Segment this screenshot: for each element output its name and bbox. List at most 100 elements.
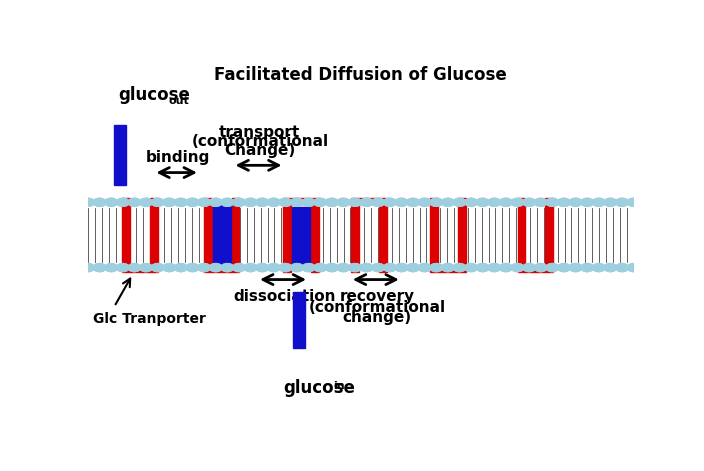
Circle shape bbox=[92, 198, 107, 207]
Circle shape bbox=[174, 263, 188, 272]
Circle shape bbox=[348, 263, 362, 272]
Circle shape bbox=[255, 263, 269, 272]
Circle shape bbox=[545, 198, 560, 207]
Circle shape bbox=[115, 198, 130, 207]
Bar bbox=[283, 198, 318, 204]
Circle shape bbox=[81, 263, 95, 272]
Text: Facilitated Diffusion of Glucose: Facilitated Diffusion of Glucose bbox=[215, 65, 507, 83]
Circle shape bbox=[267, 263, 281, 272]
Circle shape bbox=[580, 263, 594, 272]
Circle shape bbox=[580, 198, 594, 207]
Circle shape bbox=[591, 198, 606, 207]
Circle shape bbox=[104, 263, 118, 272]
Circle shape bbox=[603, 263, 617, 272]
Circle shape bbox=[313, 198, 327, 207]
Text: in: in bbox=[334, 381, 345, 391]
Circle shape bbox=[591, 263, 606, 272]
Circle shape bbox=[580, 263, 594, 272]
Circle shape bbox=[568, 263, 583, 272]
Circle shape bbox=[267, 263, 281, 272]
Circle shape bbox=[487, 198, 501, 207]
Bar bbox=[114, 125, 126, 185]
Circle shape bbox=[208, 263, 222, 272]
Circle shape bbox=[162, 263, 177, 272]
Circle shape bbox=[371, 263, 385, 272]
Circle shape bbox=[464, 263, 478, 272]
Circle shape bbox=[139, 198, 153, 207]
Bar bbox=[204, 266, 239, 272]
Circle shape bbox=[313, 198, 327, 207]
Circle shape bbox=[185, 263, 199, 272]
Circle shape bbox=[290, 198, 304, 207]
Circle shape bbox=[487, 198, 501, 207]
Circle shape bbox=[174, 198, 188, 207]
Circle shape bbox=[476, 263, 490, 272]
Circle shape bbox=[232, 263, 246, 272]
Circle shape bbox=[371, 263, 385, 272]
Circle shape bbox=[406, 263, 420, 272]
Circle shape bbox=[534, 198, 548, 207]
Circle shape bbox=[417, 263, 432, 272]
Circle shape bbox=[301, 198, 315, 207]
Circle shape bbox=[522, 263, 536, 272]
Text: recovery: recovery bbox=[339, 289, 415, 304]
Circle shape bbox=[615, 198, 629, 207]
Circle shape bbox=[232, 198, 246, 207]
Circle shape bbox=[476, 198, 490, 207]
Circle shape bbox=[313, 263, 327, 272]
Circle shape bbox=[394, 198, 408, 207]
Circle shape bbox=[337, 263, 351, 272]
Circle shape bbox=[568, 198, 583, 207]
Text: dissociation: dissociation bbox=[233, 289, 336, 304]
Circle shape bbox=[290, 198, 304, 207]
Circle shape bbox=[603, 263, 617, 272]
Circle shape bbox=[406, 263, 420, 272]
Circle shape bbox=[220, 198, 234, 207]
Circle shape bbox=[127, 198, 142, 207]
Circle shape bbox=[417, 263, 432, 272]
Text: change): change) bbox=[343, 310, 412, 325]
Circle shape bbox=[557, 198, 571, 207]
Bar bbox=[546, 198, 553, 266]
Circle shape bbox=[348, 198, 362, 207]
Circle shape bbox=[244, 198, 258, 207]
Circle shape bbox=[337, 198, 351, 207]
Circle shape bbox=[417, 198, 432, 207]
Circle shape bbox=[278, 198, 292, 207]
Circle shape bbox=[487, 263, 501, 272]
Circle shape bbox=[139, 263, 153, 272]
Circle shape bbox=[510, 198, 524, 207]
Circle shape bbox=[429, 263, 444, 272]
Circle shape bbox=[534, 263, 548, 272]
Bar bbox=[293, 292, 305, 349]
Circle shape bbox=[510, 263, 524, 272]
Bar bbox=[283, 204, 291, 272]
Circle shape bbox=[534, 198, 548, 207]
Circle shape bbox=[290, 263, 304, 272]
Bar bbox=[232, 198, 239, 266]
Circle shape bbox=[325, 198, 339, 207]
Circle shape bbox=[197, 263, 211, 272]
Bar bbox=[517, 266, 553, 272]
Circle shape bbox=[162, 198, 177, 207]
Circle shape bbox=[545, 263, 560, 272]
Circle shape bbox=[127, 263, 142, 272]
Circle shape bbox=[360, 263, 374, 272]
Circle shape bbox=[220, 263, 234, 272]
Circle shape bbox=[290, 263, 304, 272]
Circle shape bbox=[627, 263, 641, 272]
Text: Change): Change) bbox=[225, 143, 296, 158]
Circle shape bbox=[406, 198, 420, 207]
Circle shape bbox=[115, 198, 130, 207]
Circle shape bbox=[220, 198, 234, 207]
Circle shape bbox=[301, 263, 315, 272]
Circle shape bbox=[325, 198, 339, 207]
Bar bbox=[517, 198, 525, 266]
Circle shape bbox=[174, 263, 188, 272]
Circle shape bbox=[162, 198, 177, 207]
Circle shape bbox=[337, 263, 351, 272]
Circle shape bbox=[115, 263, 130, 272]
Circle shape bbox=[453, 198, 467, 207]
Circle shape bbox=[557, 198, 571, 207]
Circle shape bbox=[545, 198, 560, 207]
